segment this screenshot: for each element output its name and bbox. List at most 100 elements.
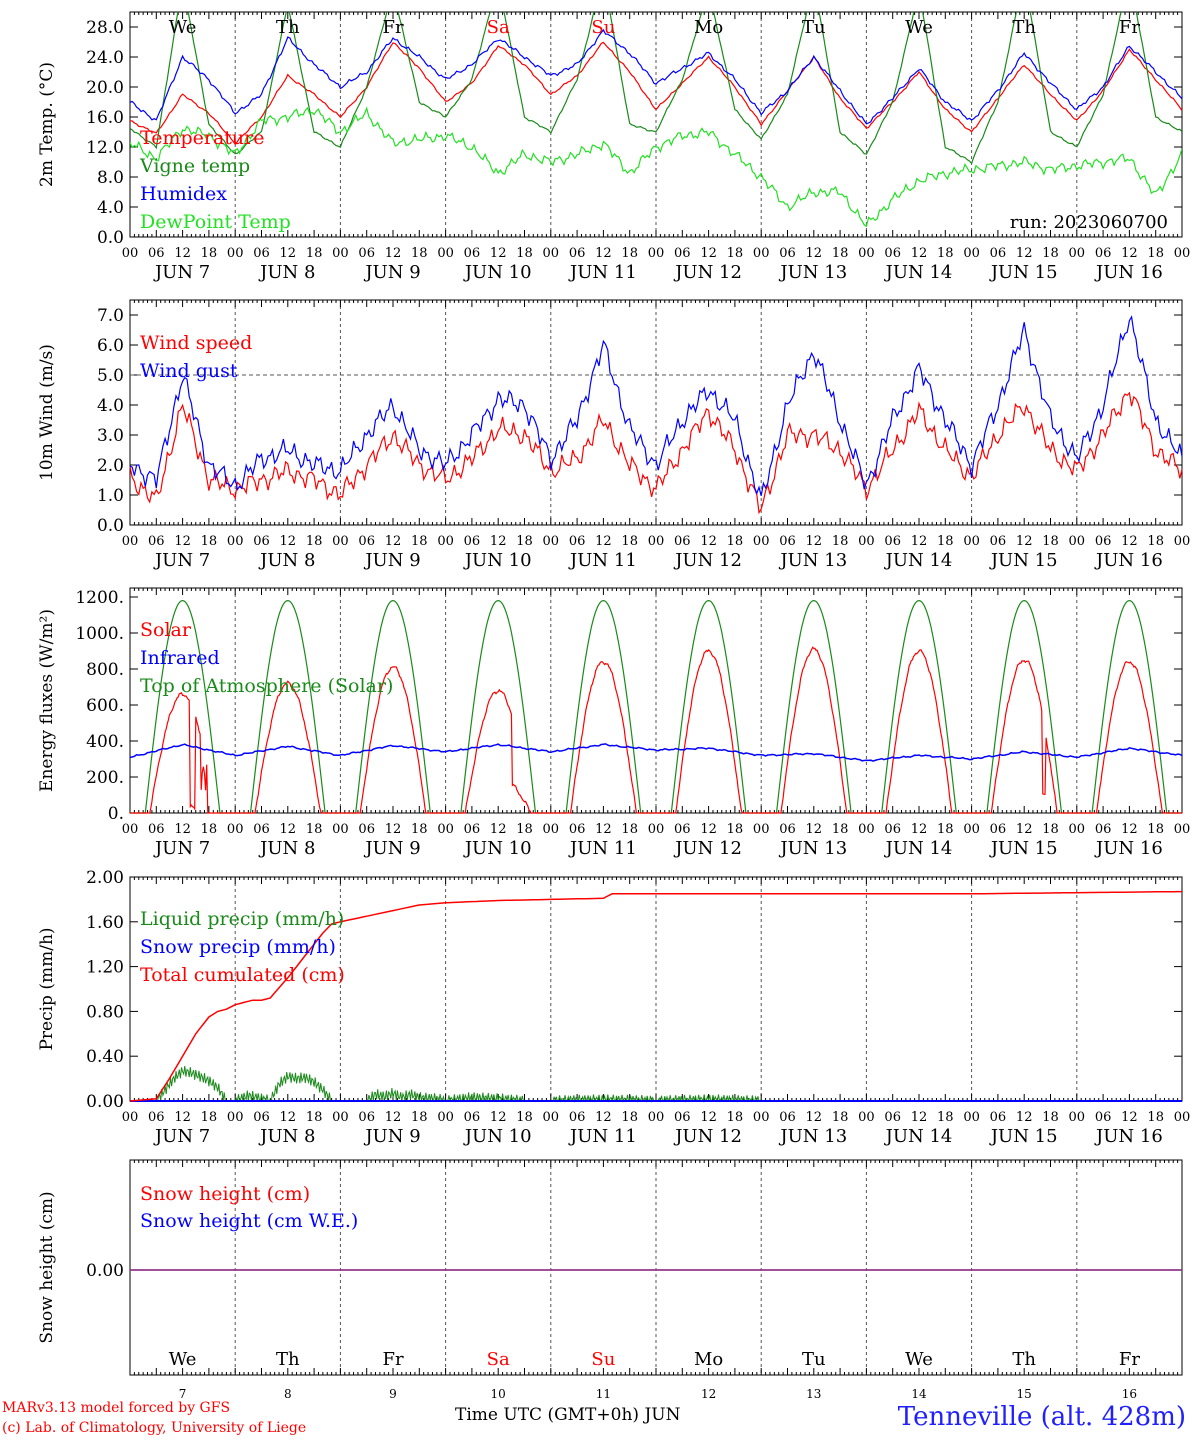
temperature-ytick-label: 0.0: [97, 228, 124, 248]
wind-ytick-label: 6.0: [97, 336, 124, 356]
precip-hour-label: 12: [911, 1110, 928, 1125]
temperature-hour-label: 00: [648, 246, 665, 261]
wind-hour-label: 12: [385, 534, 402, 549]
precip-hour-label: 12: [700, 1110, 717, 1125]
wind-hour-label: 12: [700, 534, 717, 549]
precip-date-label: JUN 10: [463, 1126, 532, 1147]
precip-hour-label: 18: [937, 1110, 954, 1125]
precip-hour-label: 18: [1147, 1110, 1164, 1125]
wind-hour-label: 12: [1016, 534, 1033, 549]
energy-hour-label: 18: [832, 822, 849, 837]
temperature-hour-label: 12: [174, 246, 191, 261]
precip-date-label: JUN 11: [568, 1126, 637, 1147]
temperature-hour-label: 00: [1069, 246, 1086, 261]
wind-date-label: JUN 15: [989, 550, 1058, 571]
temperature-hour-label: 00: [963, 246, 980, 261]
energy-date-label: JUN 9: [363, 838, 420, 859]
precip-ytick-label: 1.60: [86, 913, 124, 933]
wind-hour-label: 00: [963, 534, 980, 549]
precip-hour-label: 00: [1069, 1110, 1086, 1125]
wind-hour-label: 06: [674, 534, 691, 549]
snow-weekday-label: Tu: [802, 1349, 826, 1370]
temperature-hour-label: 12: [1121, 246, 1138, 261]
precip-hour-label: 18: [832, 1110, 849, 1125]
energy-hour-label: 00: [543, 822, 560, 837]
energy-date-label: JUN 12: [673, 838, 742, 859]
precip-ytick-label: 2.00: [86, 868, 124, 888]
temperature-date-label: JUN 11: [568, 262, 637, 283]
wind-series-wind-speed: [129, 391, 1183, 515]
wind-hour-label: 00: [858, 534, 875, 549]
wind-hour-label: 18: [516, 534, 533, 549]
energy-ytick-label: 600.: [86, 696, 124, 716]
temperature-ytick-label: 24.0: [86, 48, 124, 68]
temperature-hour-label: 06: [253, 246, 270, 261]
wind-ytick-label: 3.0: [97, 426, 124, 446]
temperature-hour-label: 12: [911, 246, 928, 261]
energy-series-infrared: [129, 743, 1183, 762]
temperature-legend-vigne-temp: Vigne temp: [139, 155, 250, 177]
temperature-hour-label: 18: [621, 246, 638, 261]
wind-hour-label: 18: [727, 534, 744, 549]
temperature-hour-label: 06: [990, 246, 1007, 261]
temperature-ytick-label: 16.0: [86, 108, 124, 128]
snow-ytick-label: 0.00: [86, 1261, 124, 1281]
energy-hour-label: 06: [990, 822, 1007, 837]
temperature-ytick-label: 4.0: [97, 198, 124, 218]
temperature-hour-label: 06: [1095, 246, 1112, 261]
snow-daynum-label: 8: [284, 1387, 292, 1401]
precip-hour-label: 06: [779, 1110, 796, 1125]
temperature-hour-label: 06: [358, 246, 375, 261]
energy-hour-label: 12: [806, 822, 823, 837]
wind-hour-label: 18: [621, 534, 638, 549]
temperature-hour-label: 00: [1174, 246, 1191, 261]
energy-hour-label: 00: [648, 822, 665, 837]
temperature-date-label: JUN 12: [673, 262, 742, 283]
wind-hour-label: 18: [1042, 534, 1059, 549]
precip-hour-label: 06: [674, 1110, 691, 1125]
energy-hour-label: 12: [1016, 822, 1033, 837]
energy-ytick-label: 1200.: [75, 588, 124, 608]
energy-hour-label: 06: [884, 822, 901, 837]
wind-hour-label: 00: [753, 534, 770, 549]
wind-date-label: JUN 10: [463, 550, 532, 571]
temperature-hour-label: 18: [411, 246, 428, 261]
energy-hour-label: 06: [358, 822, 375, 837]
temperature-legend-temperature: Temperature: [140, 127, 264, 149]
wind-hour-label: 12: [911, 534, 928, 549]
snow-daynum-label: 15: [1017, 1387, 1032, 1401]
energy-ytick-label: 0.: [108, 804, 124, 824]
precip-hour-label: 06: [884, 1110, 901, 1125]
precip-hour-label: 12: [174, 1110, 191, 1125]
precip-hour-label: 06: [1095, 1110, 1112, 1125]
wind-hour-label: 12: [174, 534, 191, 549]
wind-hour-label: 06: [990, 534, 1007, 549]
precip-ylabel: Precip (mm/h): [37, 927, 57, 1050]
temperature-hour-label: 00: [122, 246, 139, 261]
precip-date-label: JUN 16: [1094, 1126, 1163, 1147]
energy-hour-label: 12: [595, 822, 612, 837]
wind-date-label: JUN 13: [778, 550, 847, 571]
precip-date-label: JUN 7: [153, 1126, 210, 1147]
energy-hour-label: 18: [1147, 822, 1164, 837]
precip-hour-label: 00: [437, 1110, 454, 1125]
precip-hour-label: 00: [1174, 1110, 1191, 1125]
energy-panel: Energy fluxes (W/m²) 00 06 12 18 00 06 12 18 00 06…: [37, 587, 1190, 859]
temperature-weekday-label: Fr: [1119, 17, 1140, 38]
temperature-frame: [129, 11, 1183, 238]
energy-hour-label: 18: [937, 822, 954, 837]
wind-hour-label: 18: [201, 534, 218, 549]
wind-hour-label: 00: [648, 534, 665, 549]
snow-daynum-label: 11: [596, 1387, 611, 1401]
wind-date-label: JUN 8: [258, 550, 315, 571]
wind-series-wind-gust: [129, 315, 1183, 496]
energy-hour-label: 06: [674, 822, 691, 837]
energy-hour-label: 12: [385, 822, 402, 837]
temperature-legend-humidex: Humidex: [140, 183, 227, 205]
energy-date-label: JUN 15: [989, 838, 1058, 859]
precip-hour-label: 12: [806, 1110, 823, 1125]
temperature-hour-label: 12: [700, 246, 717, 261]
energy-hour-label: 06: [148, 822, 165, 837]
temperature-hour-label: 18: [1147, 246, 1164, 261]
energy-legend-infrared: Infrared: [140, 647, 220, 669]
